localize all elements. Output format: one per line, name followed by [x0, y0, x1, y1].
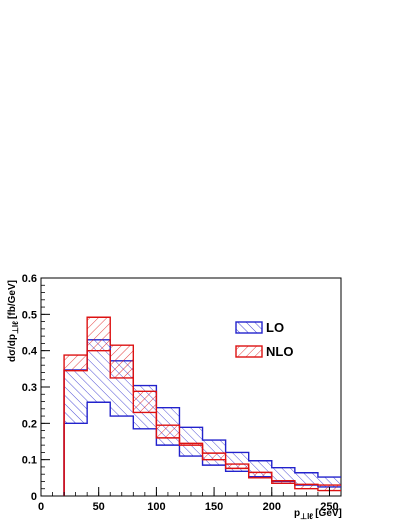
lo-band-bin-12: [317, 477, 341, 487]
nlo-band-bin-3: [110, 345, 134, 378]
nlo-band-bin-10: [271, 480, 295, 484]
legend-swatch-nlo: [235, 345, 263, 358]
lo-band-bin-10: [271, 467, 295, 482]
y-tick-label-1: 0.1: [22, 455, 37, 467]
x-axis-label-unit: [GeV]: [315, 508, 342, 519]
legend-label-lo: LO: [266, 320, 284, 335]
lo-band-bin-6: [179, 427, 203, 457]
nlo-band-bin-7: [202, 453, 226, 460]
legend-item-lo: LO: [235, 320, 284, 335]
y-tick-label-6: 0.6: [22, 273, 37, 285]
nlo-band-bin-5: [156, 425, 180, 438]
x-axis-label-sub: ⊥lℓ: [300, 512, 313, 521]
x-axis-label: p⊥lℓ [GeV]: [294, 508, 342, 521]
y-tick-label-2: 0.2: [22, 418, 37, 430]
nlo-band-bin-11: [294, 484, 318, 489]
lo-band-bin-1: [64, 369, 88, 424]
legend-label-nlo: NLO: [266, 344, 293, 359]
x-axis-label-main: p: [294, 508, 300, 519]
nlo-band-bin-4: [133, 391, 157, 413]
lo-band-bin-11: [294, 472, 318, 486]
nlo-band-bin-6: [179, 443, 203, 446]
series-lo: [63, 339, 341, 496]
legend: LO NLO: [235, 320, 293, 359]
nlo-band-bin-8: [225, 464, 249, 469]
nlo-band-bin-1: [64, 355, 88, 371]
lo-band-bin-2: [87, 339, 111, 403]
y-tick-label-3: 0.3: [22, 382, 37, 394]
y-tick-label-5: 0.5: [22, 309, 37, 321]
y-axis-label-unit: [fb/GeV]: [7, 280, 18, 319]
nlo-upper-edge: [63, 316, 341, 496]
nlo-band-bin-9: [248, 472, 272, 478]
axes: 0 0.1 0.2 0.3 0.4 0.5 0.6 0 50 100 150 200 250: [22, 273, 342, 513]
y-axis-label-main: dσ/dp: [7, 334, 18, 362]
nlo-band-bin-2: [87, 317, 111, 351]
legend-swatch-lo: [235, 321, 263, 334]
y-axis-label-sub: ⊥lℓ: [11, 321, 20, 334]
x-tick-label-1: 50: [93, 501, 105, 513]
y-axis-label: dσ/dp⊥lℓ [fb/GeV]: [7, 280, 20, 362]
x-tick-label-2: 100: [147, 501, 165, 513]
legend-item-nlo: NLO: [235, 344, 293, 359]
y-tick-label-4: 0.4: [22, 346, 38, 358]
x-tick-label-4: 200: [263, 501, 281, 513]
series-nlo: [63, 316, 341, 496]
y-tick-label-0: 0: [31, 491, 37, 503]
x-tick-label-0: 0: [38, 501, 44, 513]
bands: [63, 316, 341, 496]
x-tick-label-3: 150: [205, 501, 223, 513]
x-tick-label-5: 250: [320, 501, 338, 513]
